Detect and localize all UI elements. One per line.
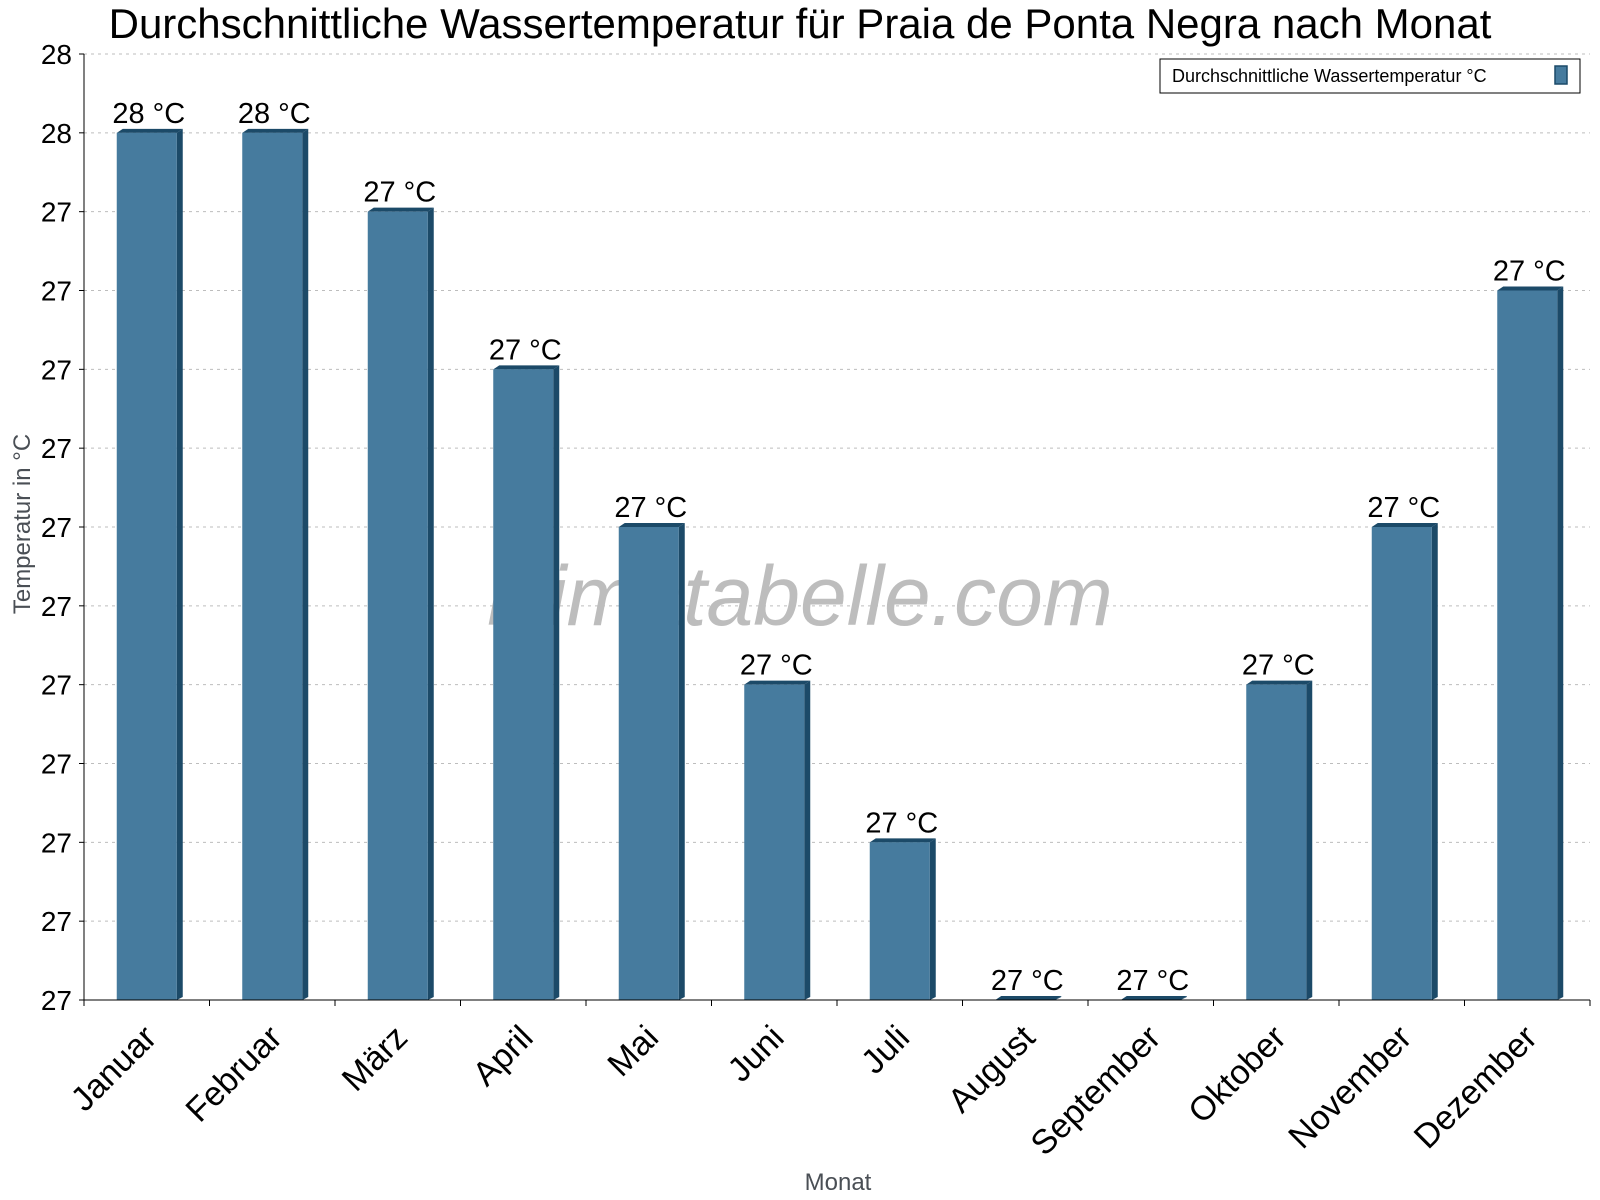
bar-face [242, 132, 303, 1001]
x-tick-label: September [1024, 1018, 1168, 1162]
watermark: klimatabelle.com [487, 549, 1113, 643]
y-tick-label: 27 [41, 906, 72, 937]
bar-face [493, 369, 554, 1000]
bar [1120, 996, 1187, 1000]
bar-top [869, 838, 936, 843]
data-label: 28 °C [112, 98, 185, 130]
y-tick-label: 28 [41, 118, 72, 149]
legend-label: Durchschnittliche Wassertemperatur °C [1172, 66, 1487, 86]
bar [1371, 523, 1438, 1000]
bar-top [367, 207, 434, 212]
x-tick-label: Oktober [1181, 1018, 1293, 1130]
bar [116, 128, 183, 1001]
y-tick-label: 27 [41, 670, 72, 701]
bar [1497, 286, 1564, 1000]
bar-side [1306, 680, 1313, 1000]
data-label: 27 °C [740, 650, 813, 682]
bar-top [1371, 523, 1438, 527]
bar-side [1431, 523, 1438, 1000]
legend-swatch [1554, 65, 1568, 85]
y-tick-label: 27 [41, 276, 72, 307]
bar-top [618, 523, 685, 527]
bar-side [1557, 286, 1564, 1000]
data-label: 27 °C [1242, 650, 1315, 682]
bar-top [1120, 996, 1187, 1000]
bar [1246, 680, 1313, 1000]
bar-side [678, 523, 685, 1000]
bars [116, 128, 1564, 1001]
x-tick-label: November [1281, 1018, 1419, 1156]
bar-side [804, 680, 811, 1000]
bar-top [493, 365, 560, 370]
y-tick-label: 27 [41, 985, 72, 1016]
bar-top [242, 128, 309, 133]
y-tick-label: 27 [41, 197, 72, 228]
x-tick-labels: Januar Februar März April Mai Juni Juli AugustS… [64, 1018, 1545, 1163]
bar-side [427, 207, 434, 1000]
data-label: 27 °C [1116, 965, 1189, 997]
data-label: 27 °C [1493, 256, 1566, 288]
data-labels: 28 °C 28 °C 27 °C 27 °C 27 °C 27 °C 27 °C 27 °C… [112, 98, 1565, 997]
y-tick-label: 27 [41, 749, 72, 780]
bar-top [116, 128, 183, 133]
data-label: 27 °C [865, 807, 938, 839]
bar-face [1246, 684, 1307, 1000]
x-tick-label: August [941, 1018, 1043, 1120]
data-label: 27 °C [1367, 492, 1440, 524]
bar-face [1497, 290, 1558, 1000]
bar-face [869, 842, 930, 1000]
axes [83, 54, 1591, 1006]
bar-top [744, 680, 811, 685]
x-tick-label: Februar [178, 1018, 289, 1129]
bar [744, 680, 811, 1000]
data-label: 27 °C [991, 965, 1064, 997]
bar [242, 128, 309, 1001]
bar-face [116, 132, 177, 1001]
y-tick-labels: 27 27 27 27 27 27 27 27 27 27 27 28 28 [41, 39, 84, 1016]
bar-top [995, 996, 1062, 1000]
bar-side [176, 128, 183, 1001]
x-tick-label: Juni [721, 1018, 792, 1089]
legend-box [1159, 58, 1581, 94]
data-label: 28 °C [238, 98, 311, 130]
chart-title: Durchschnittliche Wassertemperatur für P… [109, 0, 1492, 47]
legend: Durchschnittliche Wassertemperatur °C [1159, 58, 1581, 94]
x-tick-label: Januar [64, 1018, 164, 1118]
y-tick-label: 27 [41, 591, 72, 622]
grid-lines [84, 53, 1590, 922]
x-tick-label: Mai [600, 1018, 666, 1084]
x-tick-label: Juli [854, 1018, 917, 1081]
bar-face [367, 211, 428, 1000]
bar-side [553, 365, 560, 1000]
y-tick-label: 27 [41, 512, 72, 543]
bar [869, 838, 936, 1000]
bar-face [618, 527, 679, 1000]
data-label: 27 °C [363, 177, 436, 209]
x-tick-label: April [466, 1018, 541, 1093]
bar-top [1497, 286, 1564, 291]
data-label: 27 °C [489, 334, 562, 366]
y-tick-label: 28 [41, 39, 72, 70]
bar [618, 523, 685, 1000]
y-tick-label: 27 [41, 354, 72, 385]
x-tick-label: Dezember [1407, 1018, 1545, 1156]
bar-face [1371, 527, 1432, 1000]
y-axis-title: Temperatur in °C [9, 434, 36, 614]
bar-face [744, 684, 805, 1000]
x-axis-title: Monat [805, 1169, 872, 1196]
x-tick-label: März [335, 1018, 415, 1098]
bar [493, 365, 560, 1000]
y-tick-label: 27 [41, 433, 72, 464]
bar-side [929, 838, 936, 1000]
bar-side [302, 128, 309, 1001]
bar [995, 996, 1062, 1000]
y-tick-label: 27 [41, 827, 72, 858]
bar [367, 207, 434, 1000]
bar-top [1246, 680, 1313, 685]
data-label: 27 °C [614, 492, 687, 524]
